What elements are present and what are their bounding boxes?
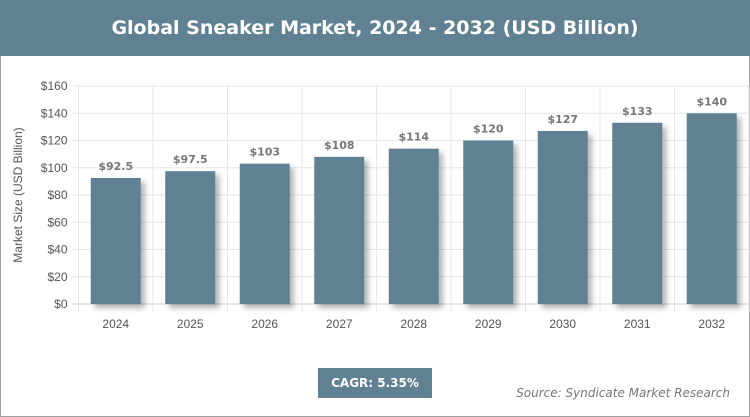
y-axis-label: Market Size (USD Billion): [11, 127, 25, 262]
data-label: $108: [324, 139, 355, 152]
y-tick-label: $20: [47, 270, 67, 284]
bar-2032: [686, 113, 737, 304]
y-tick-label: $60: [47, 215, 67, 229]
bar-2026: [239, 163, 290, 304]
bar-2025: [165, 171, 216, 304]
x-tick-label: 2031: [624, 317, 651, 331]
bar-2027: [314, 156, 365, 304]
x-tick-label: 2027: [326, 317, 353, 331]
bar-2029: [463, 140, 514, 304]
y-tick-label: $160: [41, 79, 68, 93]
data-label: $92.5: [98, 160, 133, 173]
bar-2024: [90, 177, 141, 304]
x-tick-label: 2026: [251, 317, 278, 331]
x-tick-label: 2032: [698, 317, 725, 331]
data-label: $114: [398, 131, 429, 144]
y-tick-label: $140: [41, 106, 68, 120]
data-label: $103: [249, 146, 280, 159]
bar-2028: [388, 148, 439, 304]
x-tick-label: 2024: [102, 317, 129, 331]
data-label: $133: [622, 105, 653, 118]
y-tick-label: $80: [47, 188, 67, 202]
x-tick-label: 2030: [549, 317, 576, 331]
data-label: $127: [547, 113, 578, 126]
data-label: $140: [696, 95, 727, 108]
x-tick-label: 2028: [400, 317, 427, 331]
data-label: $97.5: [173, 153, 208, 166]
bar-2030: [537, 130, 588, 304]
y-tick-label: $120: [41, 134, 68, 148]
x-tick-label: 2025: [177, 317, 204, 331]
data-label: $120: [473, 123, 504, 136]
source-note: Source: Syndicate Market Research: [516, 386, 730, 400]
cagr-badge: CAGR: 5.35%: [318, 368, 432, 398]
y-tick-label: $100: [41, 161, 68, 175]
x-tick-label: 2029: [475, 317, 502, 331]
bar-2031: [612, 122, 663, 304]
y-tick-label: $0: [54, 297, 68, 311]
y-tick-label: $40: [47, 243, 67, 257]
chart-title: Global Sneaker Market, 2024 - 2032 (USD …: [0, 0, 750, 56]
